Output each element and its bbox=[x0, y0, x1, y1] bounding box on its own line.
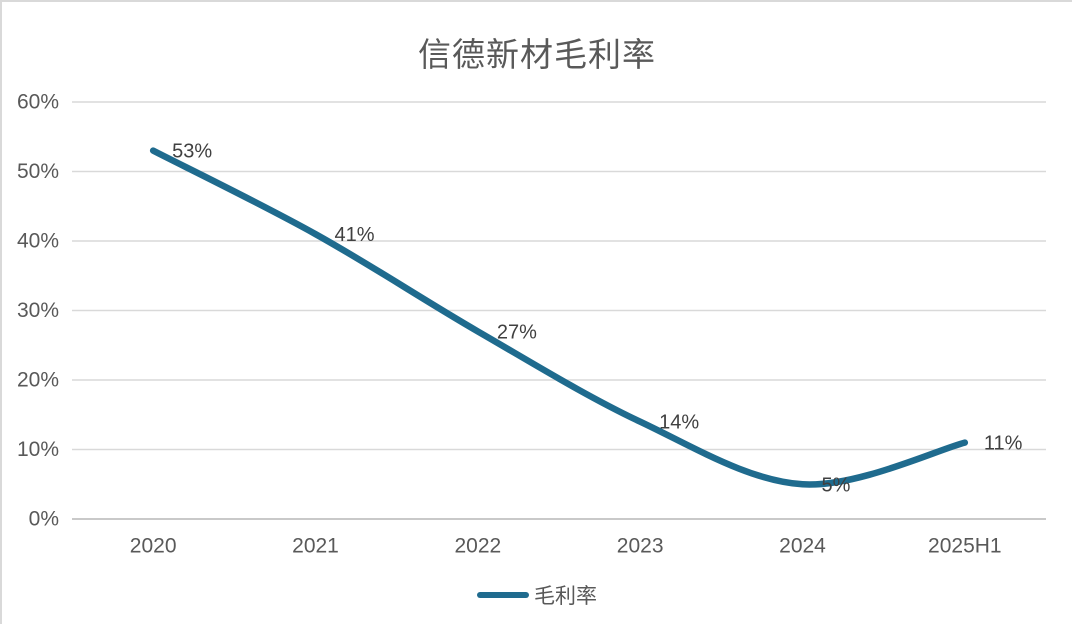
x-tick-label: 2024 bbox=[779, 535, 826, 558]
y-tick-label: 20% bbox=[17, 369, 59, 392]
x-tick-label: 2020 bbox=[130, 535, 177, 558]
y-tick-label: 60% bbox=[17, 91, 59, 114]
data-label: 53% bbox=[172, 141, 212, 163]
data-label: 5% bbox=[822, 474, 851, 496]
y-tick-label: 40% bbox=[17, 230, 59, 253]
x-tick-label: 2025H1 bbox=[928, 535, 1002, 558]
y-tick-label: 0% bbox=[29, 508, 59, 531]
legend-label: 毛利率 bbox=[534, 585, 597, 608]
data-label: 41% bbox=[335, 224, 375, 246]
y-tick-label: 30% bbox=[17, 299, 59, 322]
series-line-gross-margin bbox=[149, 147, 969, 488]
y-tick-label: 10% bbox=[17, 438, 59, 461]
data-label: 14% bbox=[659, 412, 699, 434]
x-tick-label: 2021 bbox=[292, 535, 339, 558]
data-label: 27% bbox=[497, 321, 537, 343]
x-tick-label: 2023 bbox=[617, 535, 664, 558]
y-tick-label: 50% bbox=[17, 160, 59, 183]
data-label: 11% bbox=[984, 433, 1023, 455]
legend: 毛利率 bbox=[2, 580, 1072, 610]
x-tick-label: 2022 bbox=[454, 535, 501, 558]
legend-line-swatch bbox=[477, 592, 529, 598]
chart-title: 信德新材毛利率 bbox=[418, 36, 656, 73]
